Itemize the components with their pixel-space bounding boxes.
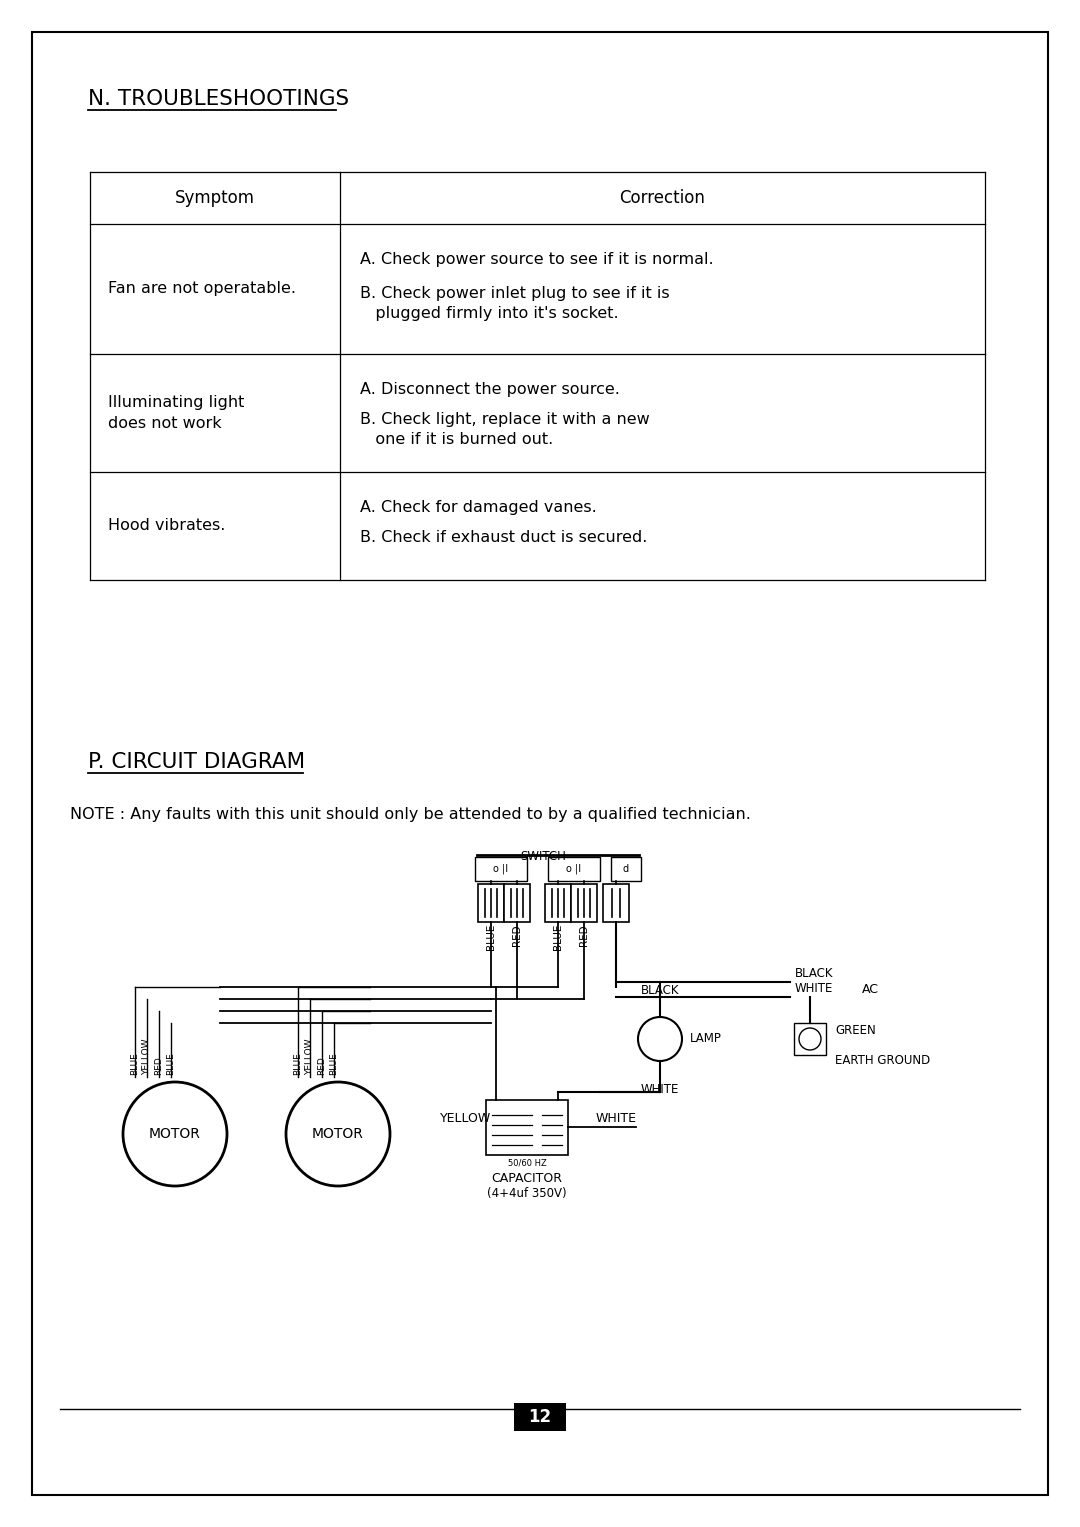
Text: MOTOR: MOTOR <box>312 1127 364 1141</box>
Text: WHITE: WHITE <box>640 1083 679 1096</box>
Text: RED: RED <box>579 924 589 945</box>
Text: Fan are not operatable.: Fan are not operatable. <box>108 281 296 296</box>
Text: WHITE: WHITE <box>795 982 834 996</box>
Text: A. Disconnect the power source.: A. Disconnect the power source. <box>360 382 620 397</box>
Text: BLUE: BLUE <box>553 924 563 950</box>
Text: B. Check power inlet plug to see if it is: B. Check power inlet plug to see if it i… <box>360 286 670 301</box>
Bar <box>611 857 642 881</box>
Text: YELLOW: YELLOW <box>441 1113 491 1125</box>
Bar <box>504 884 530 922</box>
Text: B. Check light, replace it with a new: B. Check light, replace it with a new <box>360 412 650 428</box>
Text: Correction: Correction <box>620 189 705 208</box>
Text: A. Check power source to see if it is normal.: A. Check power source to see if it is no… <box>360 252 714 267</box>
Text: CAPACITOR: CAPACITOR <box>491 1173 563 1185</box>
Text: WHITE: WHITE <box>595 1113 636 1125</box>
Text: YELLOW: YELLOW <box>306 1038 314 1075</box>
Text: Hood vibrates.: Hood vibrates. <box>108 519 226 533</box>
Circle shape <box>638 1017 681 1061</box>
Bar <box>548 857 600 881</box>
Text: B. Check if exhaust duct is secured.: B. Check if exhaust duct is secured. <box>360 530 647 545</box>
Circle shape <box>286 1083 390 1186</box>
Text: BLUE: BLUE <box>486 924 496 950</box>
Text: Illuminating light: Illuminating light <box>108 395 244 411</box>
Text: A. Check for damaged vanes.: A. Check for damaged vanes. <box>360 499 597 515</box>
Text: RED: RED <box>512 924 522 945</box>
Text: BLACK: BLACK <box>640 983 679 997</box>
Text: BLUE: BLUE <box>131 1052 139 1075</box>
Text: does not work: does not work <box>108 415 221 431</box>
Text: BLACK: BLACK <box>795 967 834 980</box>
Bar <box>478 884 504 922</box>
Bar <box>514 1403 566 1431</box>
Text: MOTOR: MOTOR <box>149 1127 201 1141</box>
Text: LAMP: LAMP <box>690 1032 721 1046</box>
Text: BLUE: BLUE <box>329 1052 338 1075</box>
Bar <box>603 884 629 922</box>
Text: NOTE : Any faults with this unit should only be attended to by a qualified techn: NOTE : Any faults with this unit should … <box>70 806 751 822</box>
Circle shape <box>799 1028 821 1051</box>
Text: BLUE: BLUE <box>294 1052 302 1075</box>
Bar <box>545 884 571 922</box>
Bar <box>571 884 597 922</box>
Text: GREEN: GREEN <box>835 1025 876 1037</box>
Text: AC: AC <box>862 983 879 996</box>
Text: BLUE: BLUE <box>166 1052 175 1075</box>
Text: N. TROUBLESHOOTINGS: N. TROUBLESHOOTINGS <box>87 89 349 108</box>
Text: 12: 12 <box>528 1408 552 1426</box>
Text: P. CIRCUIT DIAGRAM: P. CIRCUIT DIAGRAM <box>87 751 306 773</box>
Circle shape <box>123 1083 227 1186</box>
Text: one if it is burned out.: one if it is burned out. <box>360 432 553 447</box>
Text: plugged firmly into it's socket.: plugged firmly into it's socket. <box>360 305 619 321</box>
Bar <box>794 1023 826 1055</box>
Text: RED: RED <box>318 1057 326 1075</box>
Text: (4+4uf 350V): (4+4uf 350V) <box>487 1186 567 1200</box>
Text: YELLOW: YELLOW <box>143 1038 151 1075</box>
Text: SWITCH: SWITCH <box>521 851 566 863</box>
Text: Symptom: Symptom <box>175 189 255 208</box>
Text: o |I: o |I <box>566 864 581 875</box>
Text: o |I: o |I <box>494 864 509 875</box>
Text: d: d <box>623 864 629 873</box>
Bar <box>475 857 527 881</box>
Text: EARTH GROUND: EARTH GROUND <box>835 1055 930 1067</box>
Bar <box>486 1099 568 1154</box>
Text: RED: RED <box>154 1057 163 1075</box>
Text: 50/60 HZ: 50/60 HZ <box>508 1159 546 1168</box>
